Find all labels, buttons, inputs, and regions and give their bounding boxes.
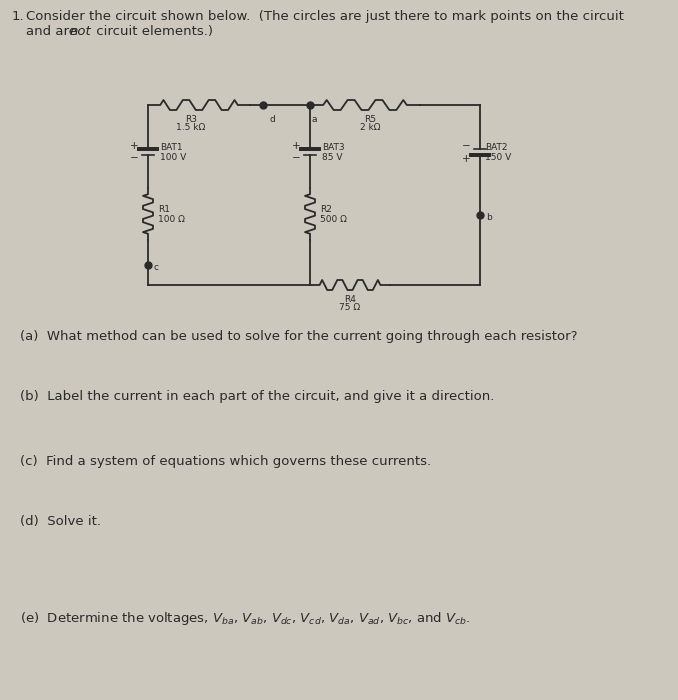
Text: 150 V: 150 V	[485, 153, 511, 162]
Text: −: −	[292, 153, 300, 163]
Text: 500 Ω: 500 Ω	[320, 214, 347, 223]
Text: (b)  Label the current in each part of the circuit, and give it a direction.: (b) Label the current in each part of th…	[20, 390, 494, 403]
Text: BAT2: BAT2	[485, 144, 508, 153]
Text: 2 kΩ: 2 kΩ	[360, 123, 380, 132]
Text: R2: R2	[320, 204, 332, 214]
Text: (d)  Solve it.: (d) Solve it.	[20, 515, 101, 528]
Text: 1.5 kΩ: 1.5 kΩ	[176, 123, 205, 132]
Text: (c)  Find a system of equations which governs these currents.: (c) Find a system of equations which gov…	[20, 455, 431, 468]
Text: 100 V: 100 V	[160, 153, 186, 162]
Text: +: +	[292, 141, 300, 151]
Text: (e)  Determine the voltages, $V_{ba}$, $V_{ab}$, $V_{dc}$, $V_{cd}$, $V_{da}$, $: (e) Determine the voltages, $V_{ba}$, $V…	[20, 610, 471, 627]
Text: 75 Ω: 75 Ω	[340, 303, 361, 312]
Text: Consider the circuit shown below.  (The circles are just there to mark points on: Consider the circuit shown below. (The c…	[26, 10, 624, 23]
Text: c: c	[154, 263, 159, 272]
Text: R1: R1	[158, 204, 170, 214]
Text: b: b	[486, 214, 492, 223]
Text: +: +	[462, 154, 471, 164]
Text: 100 Ω: 100 Ω	[158, 214, 185, 223]
Text: d: d	[269, 115, 275, 124]
Text: (a)  What method can be used to solve for the current going through each resisto: (a) What method can be used to solve for…	[20, 330, 578, 343]
Text: 1.: 1.	[12, 10, 24, 23]
Text: not: not	[70, 25, 92, 38]
Text: −: −	[462, 141, 471, 151]
Text: R5: R5	[364, 115, 376, 124]
Text: R3: R3	[185, 115, 197, 124]
Text: and are: and are	[26, 25, 81, 38]
Text: BAT1: BAT1	[160, 144, 182, 153]
Text: −: −	[129, 153, 138, 163]
Text: R4: R4	[344, 295, 356, 304]
Text: a: a	[312, 115, 317, 124]
Text: circuit elements.): circuit elements.)	[92, 25, 213, 38]
Text: 85 V: 85 V	[322, 153, 342, 162]
Text: +: +	[129, 141, 138, 151]
Text: BAT3: BAT3	[322, 144, 344, 153]
